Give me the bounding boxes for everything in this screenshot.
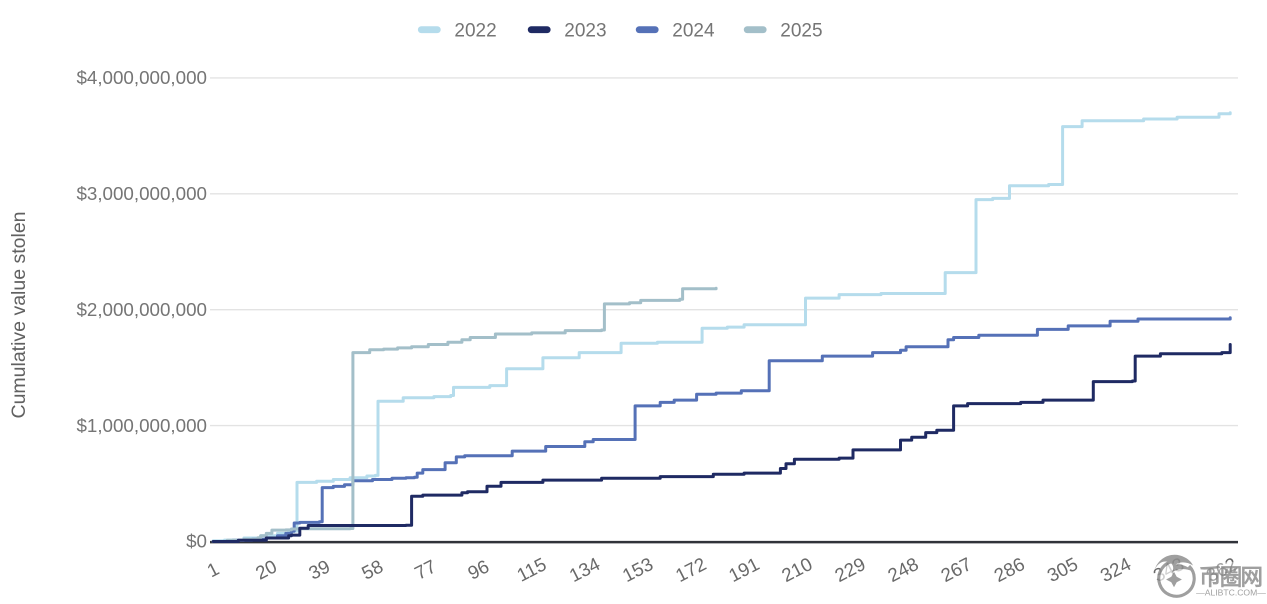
svg-text:77: 77 xyxy=(411,555,439,583)
svg-text:Cumulative value stolen: Cumulative value stolen xyxy=(8,211,30,418)
svg-text:$0: $0 xyxy=(186,531,207,552)
svg-text:$4,000,000,000: $4,000,000,000 xyxy=(76,67,207,88)
svg-text:115: 115 xyxy=(513,553,549,585)
svg-text:1: 1 xyxy=(204,558,223,581)
svg-text:39: 39 xyxy=(305,555,333,583)
svg-text:324: 324 xyxy=(1097,553,1134,586)
svg-text:2025: 2025 xyxy=(780,21,822,42)
svg-text:2024: 2024 xyxy=(672,21,715,42)
svg-text:153: 153 xyxy=(619,553,656,586)
svg-text:$1,000,000,000: $1,000,000,000 xyxy=(76,415,207,436)
svg-text:172: 172 xyxy=(672,553,709,586)
svg-text:267: 267 xyxy=(937,553,974,586)
svg-text:2022: 2022 xyxy=(454,21,496,42)
svg-text:210: 210 xyxy=(778,553,815,586)
svg-text:248: 248 xyxy=(884,553,921,586)
svg-text:229: 229 xyxy=(831,553,868,586)
svg-text:—ALIBTC.COM—: —ALIBTC.COM— xyxy=(1196,588,1266,598)
svg-text:305: 305 xyxy=(1044,553,1081,586)
svg-text:$3,000,000,000: $3,000,000,000 xyxy=(76,183,207,204)
svg-text:$2,000,000,000: $2,000,000,000 xyxy=(76,299,207,320)
svg-text:134: 134 xyxy=(566,553,603,586)
svg-text:96: 96 xyxy=(464,555,492,583)
svg-text:2023: 2023 xyxy=(564,21,606,42)
svg-text:286: 286 xyxy=(991,553,1028,586)
svg-text:币圈网: 币圈网 xyxy=(1199,565,1263,590)
svg-text:20: 20 xyxy=(252,555,280,583)
svg-text:58: 58 xyxy=(358,555,386,583)
svg-text:191: 191 xyxy=(725,553,762,586)
